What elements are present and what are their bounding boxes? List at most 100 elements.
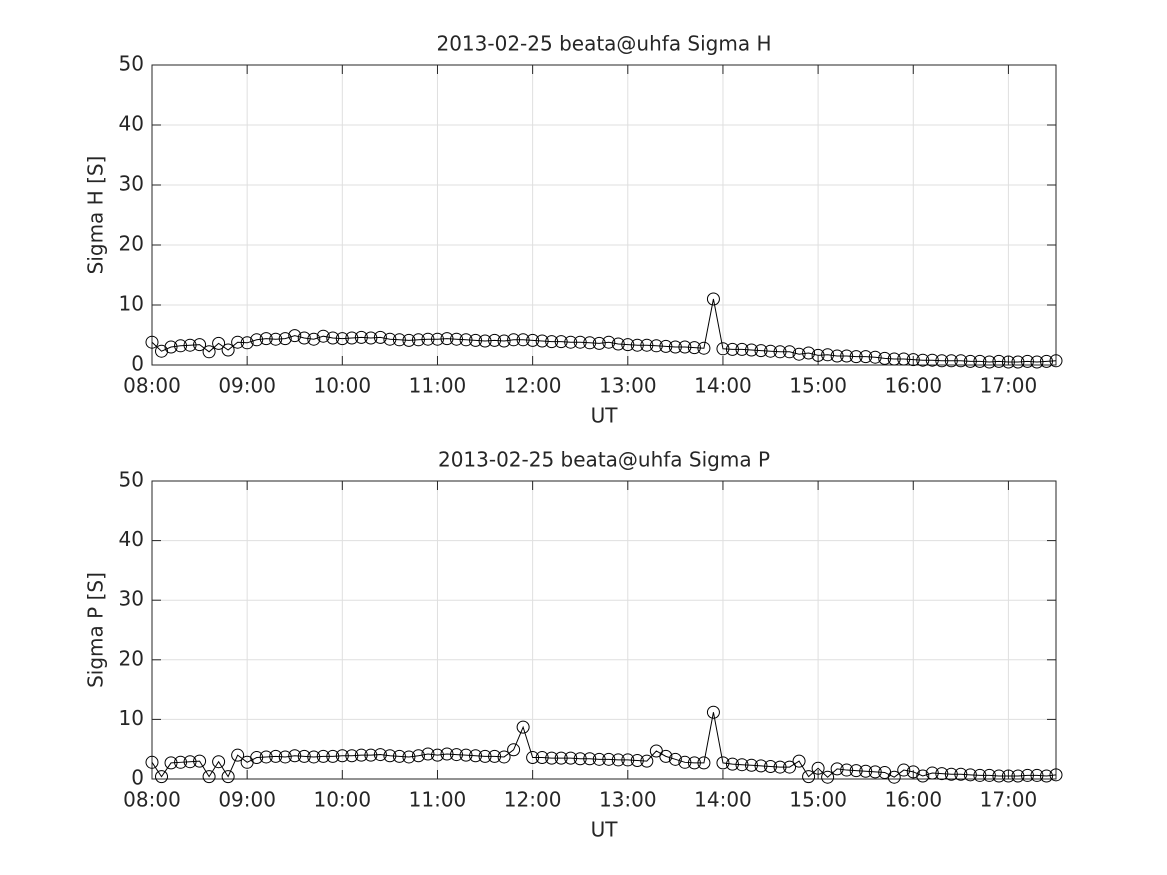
data-point (164, 340, 178, 354)
x-tick-label: 16:00 (884, 374, 942, 398)
data-point (564, 335, 578, 349)
data-point (278, 332, 292, 346)
data-point (1020, 768, 1034, 782)
data-point (478, 749, 492, 763)
data-point (725, 342, 739, 356)
data-point (878, 351, 892, 365)
x-tick-label: 09:00 (218, 374, 276, 398)
data-point (459, 748, 473, 762)
data-point (792, 347, 806, 361)
data-point (145, 755, 159, 769)
data-point (535, 334, 549, 348)
data-point (602, 752, 616, 766)
data-point (859, 764, 873, 778)
data-point (954, 354, 968, 368)
data-point (659, 339, 673, 353)
x-tick-label: 12:00 (504, 374, 562, 398)
data-point (944, 354, 958, 368)
data-point (697, 756, 711, 770)
y-tick-label: 20 (119, 646, 144, 670)
data-point (440, 747, 454, 761)
x-tick-label: 08:00 (123, 374, 181, 398)
data-point (364, 331, 378, 345)
data-point (421, 747, 435, 761)
data-point (640, 338, 654, 352)
data-point (269, 749, 283, 763)
data-point (1001, 355, 1015, 369)
data-point (611, 753, 625, 767)
data-point (706, 292, 720, 306)
data-point (554, 751, 568, 765)
data-point (725, 757, 739, 771)
data-point (840, 763, 854, 777)
x-tick-label: 17:00 (980, 788, 1038, 812)
data-point (174, 339, 188, 353)
data-point (687, 341, 701, 355)
data-point (459, 333, 473, 347)
data-point (402, 750, 416, 764)
data-point (383, 332, 397, 346)
plot-area (152, 481, 1056, 779)
data-point (716, 756, 730, 770)
data-point (221, 343, 235, 357)
data-point (687, 756, 701, 770)
data-point (764, 344, 778, 358)
data-point (155, 344, 169, 358)
data-point (935, 767, 949, 781)
data-point (897, 352, 911, 366)
data-point (830, 349, 844, 363)
y-tick-label: 50 (119, 52, 144, 76)
data-point (811, 348, 825, 362)
data-point (868, 765, 882, 779)
data-point (668, 340, 682, 354)
data-point (440, 332, 454, 346)
data-point (564, 751, 578, 765)
data-point (697, 341, 711, 355)
data-point (906, 765, 920, 779)
data-point (897, 763, 911, 777)
x-tick-label: 10:00 (313, 374, 371, 398)
data-point (973, 768, 987, 782)
data-point (935, 354, 949, 368)
data-point (668, 752, 682, 766)
data-point (1020, 354, 1034, 368)
data-point (297, 749, 311, 763)
y-axis-label: Sigma P [S] (84, 572, 108, 688)
data-point (849, 764, 863, 778)
x-axis-label: UT (591, 404, 619, 428)
data-point (621, 753, 635, 767)
data-point (621, 338, 635, 352)
data-point (392, 749, 406, 763)
data-point (526, 333, 540, 347)
data-point (145, 335, 159, 349)
data-point (183, 755, 197, 769)
data-point (411, 749, 425, 763)
x-tick-label: 11:00 (409, 374, 467, 398)
data-point (430, 748, 444, 762)
data-point (821, 770, 835, 784)
data-point (297, 331, 311, 345)
x-tick-label: 14:00 (694, 374, 752, 398)
data-point (345, 331, 359, 345)
data-point (944, 767, 958, 781)
data-point (592, 752, 606, 766)
data-point (1030, 768, 1044, 782)
data-point (1049, 354, 1063, 368)
data-point (602, 335, 616, 349)
y-tick-label: 10 (119, 706, 144, 730)
x-tick-label: 14:00 (694, 788, 752, 812)
data-point (916, 769, 930, 783)
data-point (316, 329, 330, 343)
data-point (773, 760, 787, 774)
y-tick-label: 0 (131, 352, 144, 376)
data-point (811, 761, 825, 775)
x-axis-label: UT (591, 818, 619, 842)
data-point (678, 340, 692, 354)
data-point (735, 342, 749, 356)
data-point (783, 345, 797, 359)
data-point (887, 770, 901, 784)
data-point (630, 338, 644, 352)
data-point (973, 354, 987, 368)
x-tick-label: 12:00 (504, 788, 562, 812)
